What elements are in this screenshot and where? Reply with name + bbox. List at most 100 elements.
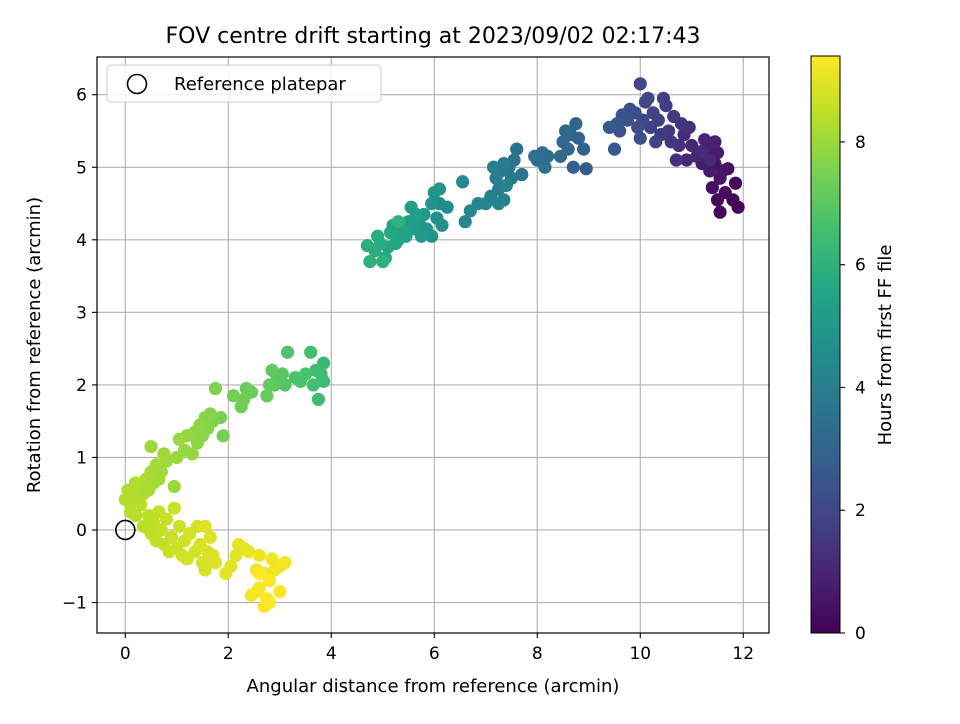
reference-point-marker <box>115 519 136 541</box>
y-axis-ticks: −1 0 1 2 3 4 5 6 <box>62 86 97 614</box>
data-point <box>316 374 331 388</box>
x-tick-label: 2 <box>223 644 234 664</box>
data-point <box>649 135 663 149</box>
y-tick-label: 0 <box>76 521 87 541</box>
data-point <box>492 196 506 211</box>
data-point <box>216 429 230 443</box>
data-point <box>167 479 181 494</box>
y-tick-label: 1 <box>76 448 87 468</box>
data-point <box>234 400 248 414</box>
data-point <box>558 124 573 138</box>
data-point <box>262 595 277 610</box>
data-point <box>134 497 148 512</box>
data-point <box>633 77 647 91</box>
data-point <box>667 109 681 124</box>
colorbar-tick-label: 4 <box>855 378 866 398</box>
x-tick-label: 4 <box>326 644 337 664</box>
data-point <box>154 523 168 537</box>
data-point <box>713 205 727 219</box>
colorbar <box>810 55 841 634</box>
data-point <box>383 225 398 240</box>
data-point <box>376 254 390 269</box>
y-tick-label: 2 <box>76 376 87 396</box>
data-point <box>159 512 174 526</box>
y-tick-label: 6 <box>76 86 87 106</box>
data-point <box>157 447 171 461</box>
y-tick-label: 3 <box>76 303 87 323</box>
data-point <box>680 153 694 167</box>
legend: Reference platepar <box>106 64 382 103</box>
y-tick-label: 5 <box>76 158 87 178</box>
data-point <box>515 167 529 182</box>
data-point <box>456 175 470 189</box>
data-point <box>602 120 616 134</box>
data-point <box>265 363 279 377</box>
data-point <box>641 91 655 105</box>
data-point <box>401 215 416 229</box>
data-point <box>224 559 238 573</box>
data-point <box>306 378 320 392</box>
data-point <box>280 345 295 359</box>
colorbar-ticks: 0 2 4 6 8 <box>840 133 866 644</box>
data-point <box>566 160 580 174</box>
data-point <box>708 135 722 149</box>
data-point <box>458 215 472 229</box>
data-point <box>486 160 501 174</box>
data-point <box>646 106 660 120</box>
data-point <box>311 392 326 407</box>
data-point <box>695 144 709 158</box>
data-point <box>435 218 449 232</box>
legend-label: Reference platepar <box>174 74 346 95</box>
data-point <box>425 196 439 211</box>
data-point <box>510 142 524 156</box>
data-point <box>170 450 184 465</box>
data-point <box>718 186 732 200</box>
data-point <box>579 162 593 176</box>
data-point <box>489 171 503 185</box>
data-point <box>363 254 377 269</box>
data-point <box>633 131 647 145</box>
x-axis-ticks: 0 2 4 6 8 10 12 <box>120 633 754 664</box>
data-point <box>278 556 292 570</box>
data-point <box>432 182 447 196</box>
data-point <box>656 91 671 105</box>
data-point <box>273 585 287 599</box>
data-point <box>685 138 699 153</box>
data-point <box>203 530 217 544</box>
data-point <box>577 142 591 156</box>
data-point <box>716 164 730 178</box>
data-point <box>167 501 181 515</box>
colorbar-tick-label: 8 <box>855 133 866 153</box>
data-point <box>669 153 683 167</box>
data-point <box>371 229 385 243</box>
data-point <box>172 432 186 446</box>
y-tick-label: −1 <box>62 594 87 614</box>
x-tick-label: 12 <box>732 644 754 664</box>
data-point <box>705 180 719 195</box>
x-tick-label: 8 <box>532 644 543 664</box>
chart-title: FOV centre drift starting at 2023/09/02 … <box>166 24 701 49</box>
data-point <box>118 492 132 507</box>
data-point <box>239 381 253 396</box>
data-point <box>404 200 418 214</box>
data-point <box>538 160 552 174</box>
data-point <box>556 135 570 149</box>
data-point <box>631 120 645 134</box>
data-point <box>463 204 477 218</box>
data-point <box>309 363 323 377</box>
data-point <box>252 581 266 595</box>
data-points <box>118 77 745 613</box>
data-point <box>198 519 212 533</box>
data-point <box>242 545 256 559</box>
x-tick-label: 0 <box>120 644 131 664</box>
data-point <box>607 142 622 156</box>
data-point <box>190 436 205 450</box>
data-point <box>129 508 143 523</box>
data-point <box>499 178 513 193</box>
data-point <box>260 389 274 403</box>
data-point <box>172 519 186 533</box>
data-point <box>569 117 583 131</box>
data-point <box>198 563 212 577</box>
